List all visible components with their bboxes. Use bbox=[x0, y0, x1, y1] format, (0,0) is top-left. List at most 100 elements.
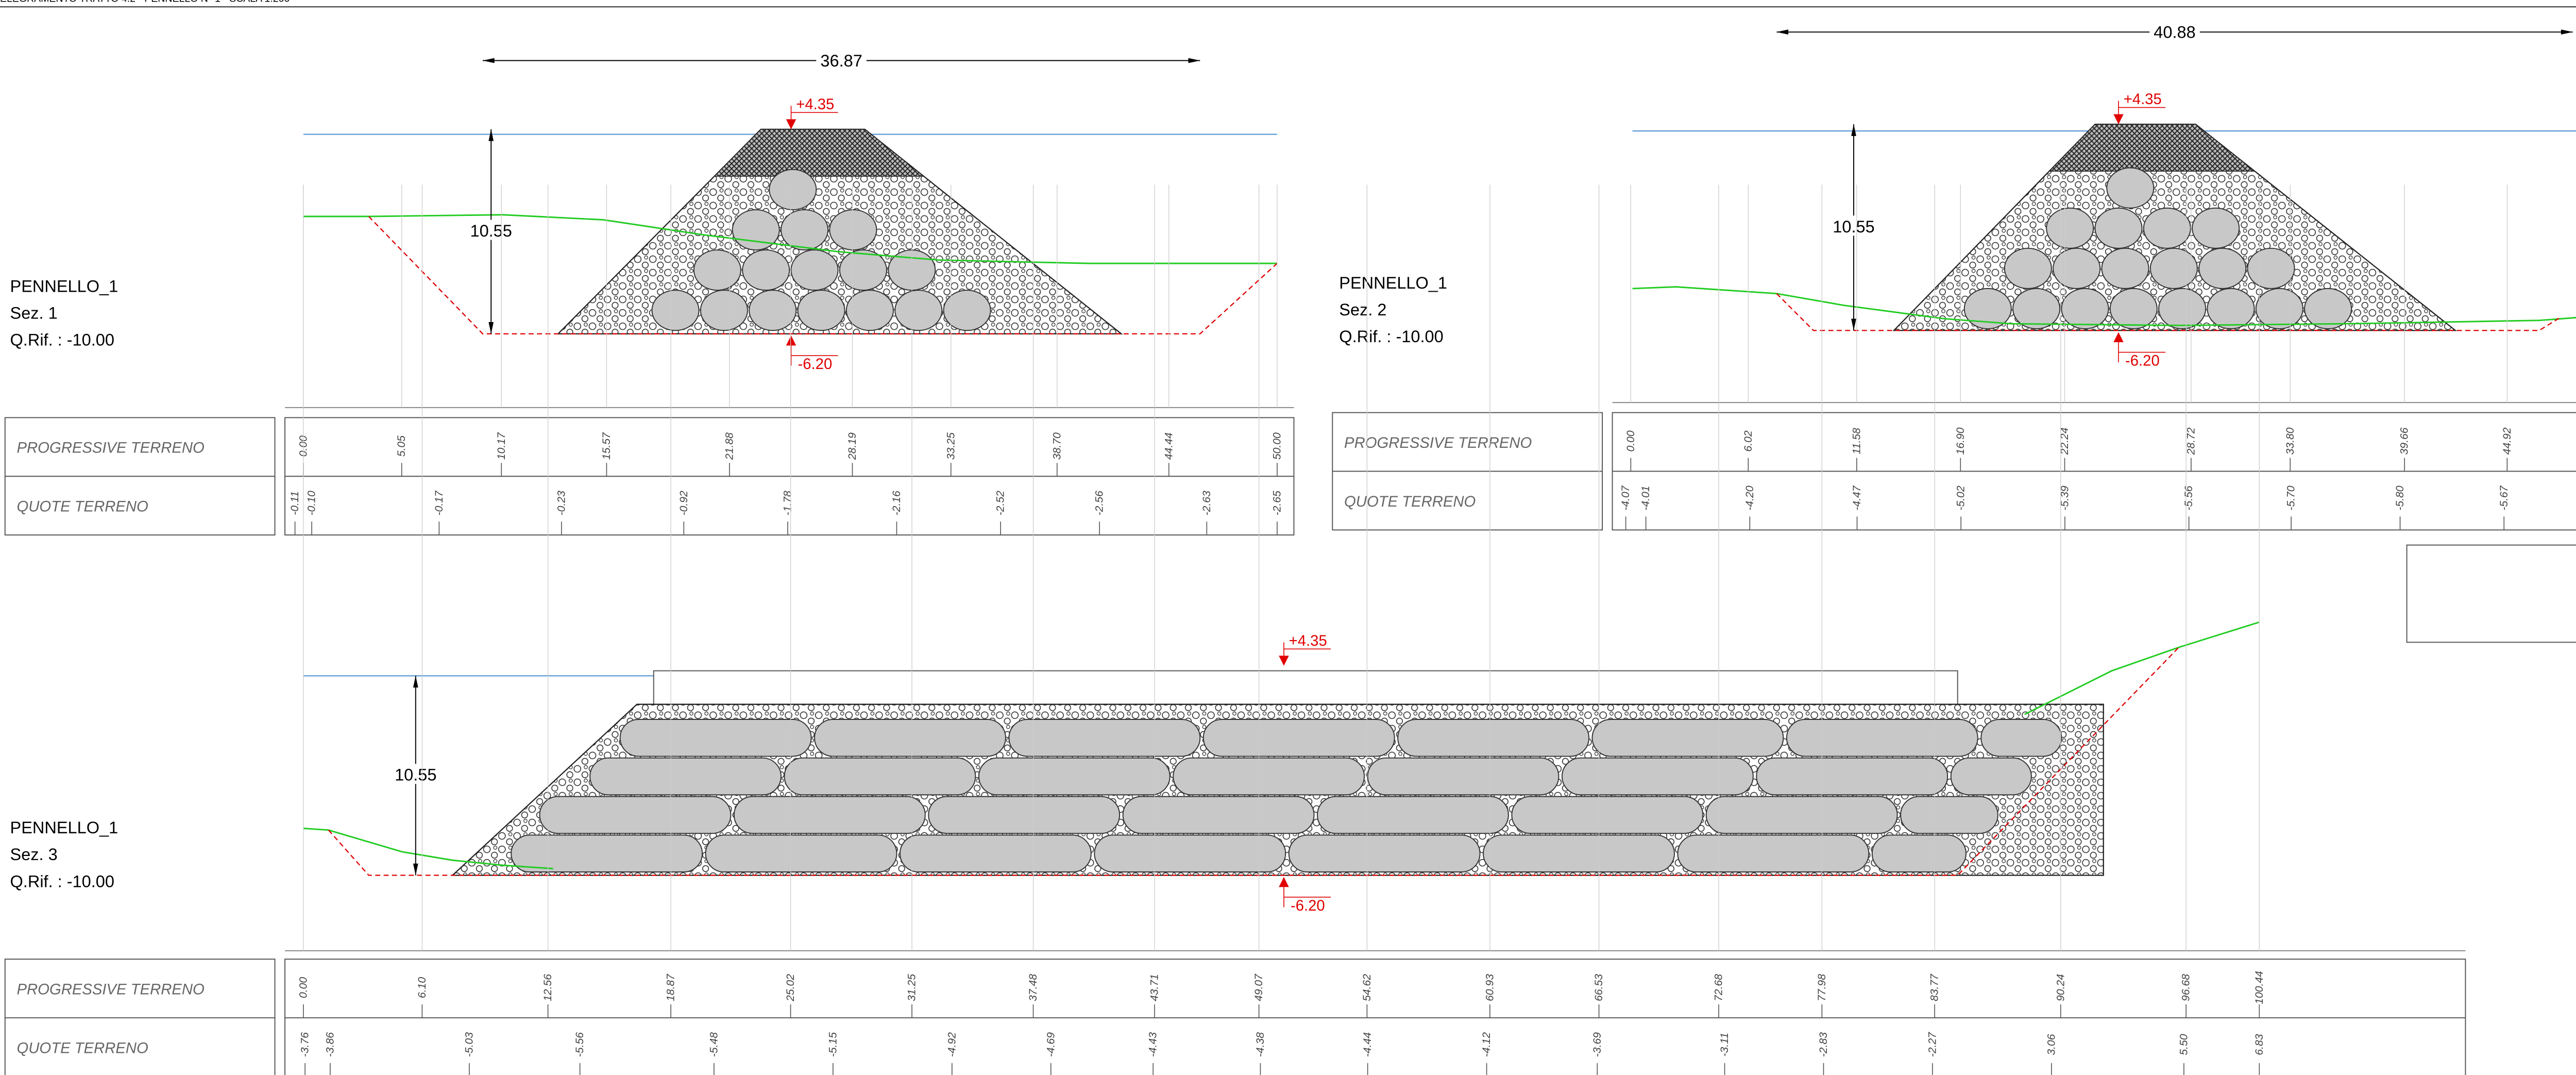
arrow bbox=[1851, 124, 1856, 136]
geotube bbox=[2004, 247, 2052, 289]
geotube bbox=[589, 757, 782, 796]
geotube bbox=[2061, 288, 2109, 329]
quote-value: -3.86 bbox=[324, 1032, 336, 1057]
excavation-line bbox=[1776, 293, 2562, 331]
excavation-line bbox=[328, 647, 2179, 876]
geotube bbox=[511, 834, 703, 872]
section-qrif: Q.Rif. : -10.00 bbox=[10, 872, 114, 891]
geotube bbox=[1288, 834, 1481, 872]
geotube bbox=[814, 718, 1006, 757]
geotube bbox=[1756, 757, 1948, 796]
quote-value: -2.16 bbox=[891, 491, 903, 515]
geotube bbox=[1871, 834, 1967, 872]
label-bg bbox=[1832, 215, 1876, 236]
geotube bbox=[1677, 834, 1870, 872]
height-label: 10.55 bbox=[470, 222, 512, 240]
quote-value: 3.06 bbox=[2045, 1034, 2057, 1055]
geotube bbox=[1008, 718, 1201, 757]
geotube bbox=[539, 796, 732, 834]
section-sez: Sez. 1 bbox=[10, 304, 58, 322]
quote-value: -3.11 bbox=[1719, 1033, 1731, 1057]
quote-value: -1.78 bbox=[782, 491, 794, 515]
geotube bbox=[1202, 718, 1395, 757]
progressive-value: 33.25 bbox=[945, 432, 957, 460]
top-elevation: +4.35 bbox=[1289, 633, 1327, 649]
row-label: PROGRESSIVE TERRENO bbox=[17, 981, 205, 998]
geotube bbox=[1122, 796, 1315, 834]
geotube bbox=[700, 290, 748, 331]
quote-value: -4.12 bbox=[1481, 1032, 1493, 1057]
geotube bbox=[894, 290, 943, 331]
progressive-value: 50.00 bbox=[1271, 432, 1283, 460]
height-label: 10.55 bbox=[1833, 217, 1874, 236]
quote-value: -2.52 bbox=[995, 491, 1007, 515]
geotube bbox=[2143, 207, 2191, 249]
geotube bbox=[619, 718, 812, 757]
geotube bbox=[705, 834, 897, 872]
progressive-value: 31.25 bbox=[906, 974, 918, 1001]
row-label: PROGRESSIVE TERRENO bbox=[17, 440, 205, 457]
progressive-value: 100.44 bbox=[2253, 971, 2265, 1004]
label-bg bbox=[816, 50, 867, 69]
progressive-value: 66.53 bbox=[1593, 974, 1605, 1001]
progressive-value: 28.72 bbox=[2185, 427, 2197, 455]
progressive-value: 25.02 bbox=[785, 974, 796, 1002]
geotube bbox=[2149, 247, 2198, 289]
geotube bbox=[784, 757, 976, 796]
progressive-value: 54.62 bbox=[1361, 974, 1373, 1001]
geotube bbox=[2094, 207, 2143, 249]
geotube bbox=[1963, 288, 2012, 329]
arrow bbox=[1776, 29, 1789, 35]
quote-value: -0.23 bbox=[555, 491, 567, 515]
ground-line bbox=[303, 827, 553, 869]
geotube bbox=[781, 209, 829, 251]
geotube bbox=[1511, 796, 1704, 834]
section-qrif: Q.Rif. : -10.00 bbox=[1339, 327, 1443, 346]
geotube bbox=[797, 290, 845, 331]
quote-value: -2.56 bbox=[1094, 491, 1106, 515]
progressive-value: 44.44 bbox=[1163, 432, 1175, 460]
geotube bbox=[693, 249, 741, 291]
quote-value: -4.47 bbox=[1851, 485, 1863, 510]
progressive-value: 43.71 bbox=[1149, 974, 1161, 1001]
quote-value: -4.38 bbox=[1255, 1032, 1266, 1057]
geotube bbox=[1980, 718, 2062, 757]
arrow bbox=[1851, 318, 1856, 331]
progressive-value: 77.98 bbox=[1816, 974, 1828, 1001]
progressive-value: 33.80 bbox=[2284, 427, 2296, 455]
arrow bbox=[413, 676, 418, 688]
geotube bbox=[2012, 288, 2061, 329]
arrow bbox=[413, 863, 418, 876]
arrow bbox=[1188, 58, 1200, 63]
section-name: PENNELLO_1 bbox=[10, 818, 118, 837]
quote-value: -0.92 bbox=[678, 491, 690, 515]
geotube bbox=[928, 796, 1121, 834]
section-name: PENNELLO_1 bbox=[1339, 274, 1447, 292]
progressive-value: 10.17 bbox=[496, 432, 507, 460]
geotube bbox=[1483, 834, 1675, 872]
progressive-value: 72.68 bbox=[1713, 974, 1725, 1001]
progressive-value: 11.58 bbox=[1851, 428, 1862, 455]
geotube bbox=[769, 169, 817, 210]
quote-value: -0.11 bbox=[289, 491, 301, 515]
geotube bbox=[1705, 796, 1898, 834]
progressive-value: 16.90 bbox=[1955, 427, 1967, 455]
progressive-value: 6.02 bbox=[1742, 430, 1754, 451]
geotube bbox=[2053, 247, 2101, 289]
width-label: 36.87 bbox=[820, 52, 862, 70]
progressive-value: 96.68 bbox=[2180, 974, 2192, 1001]
progressive-value: 49.07 bbox=[1253, 973, 1265, 1001]
progressive-value: 28.19 bbox=[846, 432, 858, 460]
geotube bbox=[749, 290, 797, 331]
section-sez: Sez. 3 bbox=[10, 845, 58, 864]
geotube bbox=[2192, 207, 2240, 249]
elev-marker bbox=[2113, 332, 2124, 343]
geotube bbox=[1950, 757, 2032, 796]
quote-value: -5.15 bbox=[827, 1032, 839, 1057]
geotube bbox=[829, 209, 877, 251]
arrow bbox=[488, 322, 494, 334]
elev-marker bbox=[1279, 877, 1289, 887]
progressive-value: 18.87 bbox=[665, 973, 677, 1001]
progressive-value: 60.93 bbox=[1484, 974, 1496, 1001]
elev-marker bbox=[786, 119, 796, 129]
